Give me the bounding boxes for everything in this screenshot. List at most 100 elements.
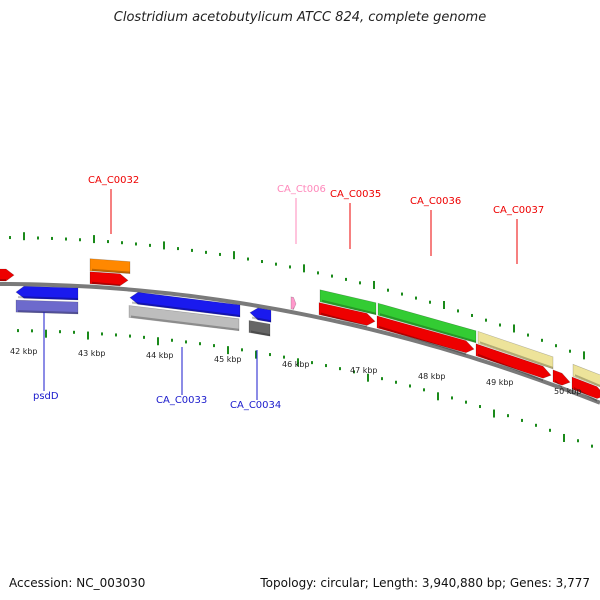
tick-mark-upper: [121, 241, 123, 245]
tick-mark-upper: [191, 248, 193, 252]
blue-arrow-ca-c0034-shade: [252, 316, 271, 323]
tick-mark-upper: [289, 265, 291, 269]
green-feature-ca-c0035: [319, 289, 377, 316]
tick-mark-upper: [65, 237, 67, 241]
scale-label: 49 kbp: [486, 378, 514, 387]
scale-label: 47 kbp: [350, 366, 378, 375]
tick-mark-upper: [79, 238, 81, 242]
tick-mark-upper: [569, 349, 571, 353]
red-arrow-ca-c0035-shade: [321, 312, 367, 328]
tick-row-lower: [17, 329, 593, 448]
gene-label: CA_C0034: [230, 400, 281, 411]
tick-mark-lower: [129, 334, 131, 338]
tick-mark-upper: [499, 323, 501, 327]
pink-arrow-ca-ct006-shade: [293, 306, 294, 310]
tick-mark-lower: [591, 444, 593, 448]
tick-mark-lower: [227, 346, 229, 355]
tick-mark-upper: [331, 274, 333, 278]
tick-mark-upper: [401, 292, 403, 296]
tick-mark-lower: [367, 373, 369, 382]
tick-mark-lower: [59, 330, 61, 334]
tick-mark-upper: [429, 300, 431, 304]
red-arrow-ca-c0037-shade: [478, 353, 543, 382]
tick-mark-lower: [115, 333, 117, 337]
tick-mark-upper: [163, 241, 165, 250]
tick-mark-lower: [577, 439, 579, 443]
tick-mark-lower: [507, 414, 509, 418]
lavender-feature-psdd-shade: [18, 310, 78, 314]
tick-mark-lower: [171, 338, 173, 342]
gene-label: psdD: [33, 391, 59, 402]
scale-label: 45 kbp: [214, 355, 242, 364]
green-feature-ca-c0036-shade: [380, 313, 476, 343]
tick-mark-upper: [541, 338, 543, 342]
tick-mark-upper: [387, 288, 389, 292]
tick-mark-lower: [73, 330, 75, 334]
tick-mark-lower: [325, 364, 327, 368]
scale-label: 44 kbp: [146, 351, 174, 360]
tick-mark-lower: [353, 370, 355, 374]
red-arrow-partial-left: [0, 268, 15, 282]
tick-mark-upper: [135, 242, 137, 246]
tick-mark-lower: [255, 350, 257, 359]
scale-label: 48 kbp: [418, 372, 446, 381]
tick-mark-upper: [555, 344, 557, 348]
tick-mark-upper: [373, 280, 375, 289]
khaki-feature-ca-c0037: [477, 330, 554, 370]
lavender-feature-psdd: [15, 299, 79, 315]
scale-label: 46 kbp: [282, 360, 310, 369]
blue-arrow-ca-c0033-shade: [132, 301, 240, 317]
tick-mark-lower: [395, 380, 397, 384]
tick-mark-upper: [527, 333, 529, 337]
tick-mark-upper: [219, 252, 221, 256]
red-arrow-small-right: [552, 369, 571, 386]
tick-mark-lower: [339, 367, 341, 371]
tick-mark-upper: [583, 351, 585, 360]
red-arrow-ca-c0035: [318, 302, 376, 326]
blue-arrow-ca-c0033: [129, 291, 241, 318]
blue-arrow-psdd: [15, 285, 79, 301]
tick-mark-upper: [415, 296, 417, 300]
gene-label: CA_C0036: [410, 196, 461, 207]
gray-feature-ca-c0033-shade: [131, 315, 239, 331]
tick-mark-upper: [23, 232, 25, 241]
map-title: Clostridium acetobutylicum ATCC 824, com…: [113, 10, 487, 25]
tick-mark-lower: [409, 384, 411, 388]
tick-mark-upper: [205, 250, 207, 254]
tick-mark-lower: [45, 329, 47, 338]
scale-label: 50 kbp: [554, 387, 582, 396]
red-arrow-ca-c0032-shade: [92, 281, 120, 287]
red-arrow-small-right-shade: [555, 379, 562, 389]
tick-mark-upper: [149, 243, 151, 247]
pink-arrow-ca-ct006: [290, 296, 297, 310]
dark-gray-feature-ca-c0034: [248, 320, 271, 337]
khaki-feature-ca-c0037-shade: [480, 341, 553, 369]
tick-mark-lower: [31, 329, 33, 333]
tick-mark-upper: [317, 271, 319, 275]
feature-layer: [0, 258, 600, 402]
green-feature-ca-c0036: [377, 302, 477, 344]
tick-mark-upper: [107, 240, 109, 244]
tick-mark-lower: [493, 409, 495, 418]
khaki-feature-partial-right: [572, 363, 600, 388]
tick-mark-upper: [177, 247, 179, 251]
dark-gray-feature-ca-c0034-shade: [251, 330, 270, 337]
tick-mark-upper: [247, 257, 249, 261]
tick-mark-upper: [9, 236, 11, 240]
tick-mark-lower: [311, 361, 313, 365]
red-arrow-ca-c0036-shade: [379, 325, 466, 356]
tick-mark-lower: [563, 433, 565, 442]
gene-label: CA_C0037: [493, 205, 544, 216]
gene-label: CA_C0033: [156, 395, 207, 406]
label-leader-lines: [43, 189, 518, 400]
tick-mark-lower: [535, 423, 537, 427]
orange-feature-ca-c0032-shade: [92, 268, 130, 274]
tick-mark-lower: [157, 337, 159, 346]
scale-label: 43 kbp: [78, 349, 106, 358]
green-feature-ca-c0035-shade: [322, 299, 376, 315]
gene-label-layer: CA_C0032 CA_Ct006 CA_C0035 CA_C0036 CA_C0037…: [33, 175, 544, 411]
accession-text: Accession: NC_003030: [9, 576, 146, 590]
red-arrow-partial-left-shade: [0, 279, 6, 282]
blue-arrow-psdd-shade: [18, 296, 78, 300]
